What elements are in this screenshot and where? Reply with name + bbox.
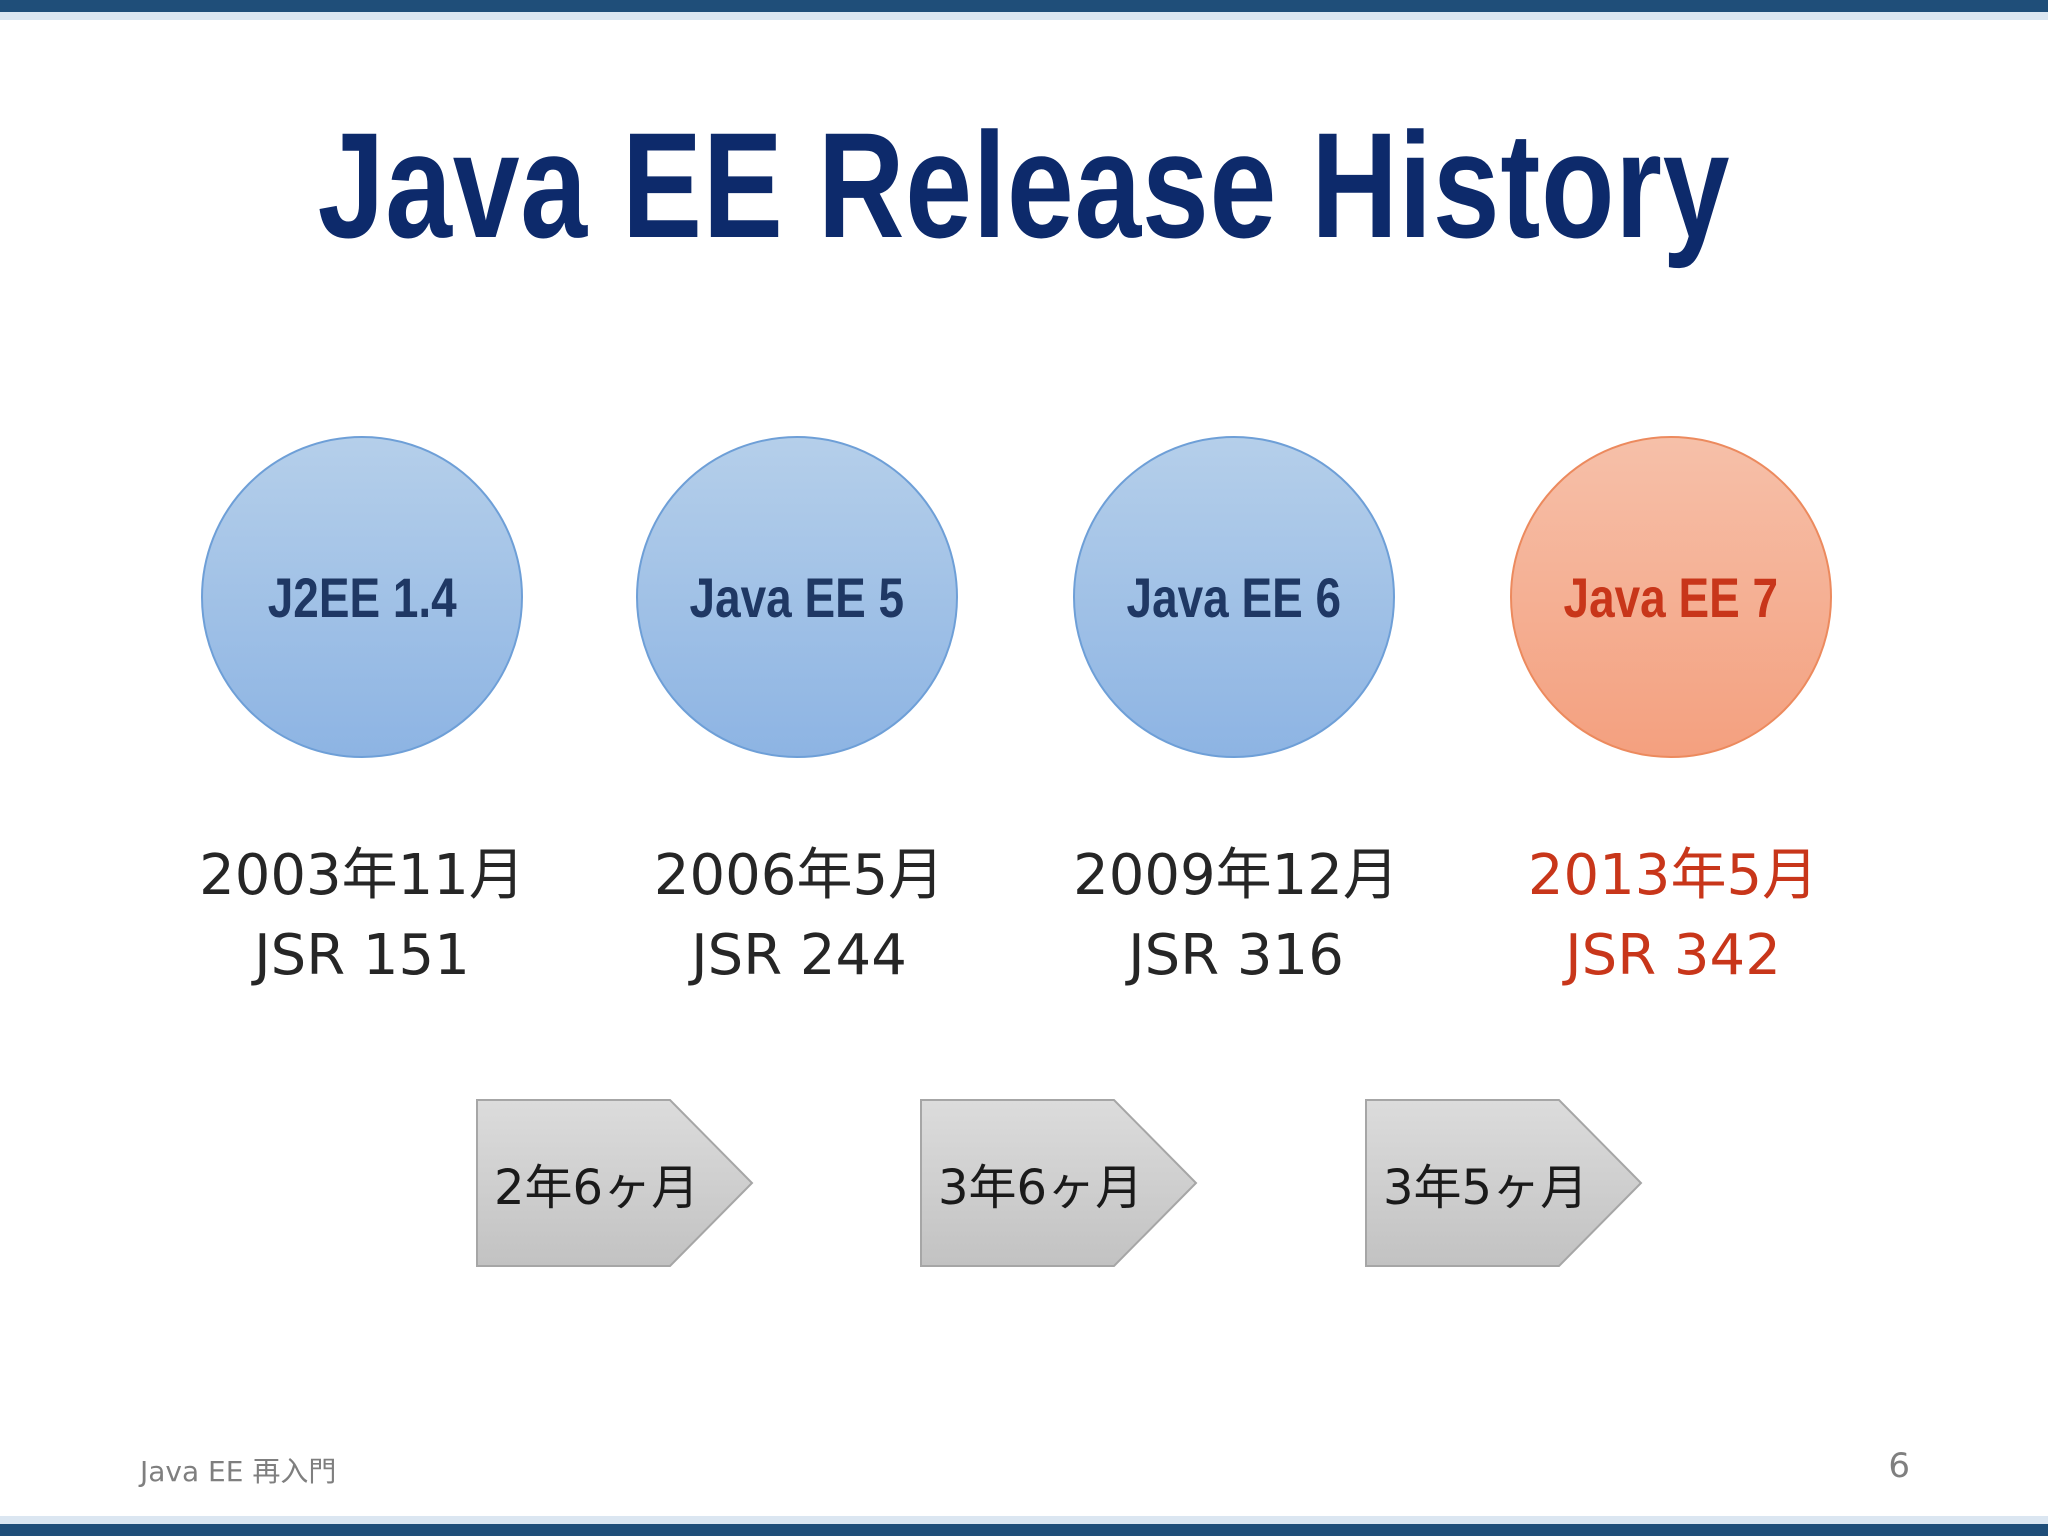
release-jsr: JSR 316 <box>1128 923 1344 988</box>
release-date: 2006年5月 <box>653 843 945 908</box>
release-date: 2013年5月 <box>1527 843 1819 908</box>
release-date: 2009年12月 <box>1073 843 1399 908</box>
slide-title: Java EE Release History <box>317 101 1731 269</box>
release-info-java-ee-7: 2013年5月 JSR 342 <box>1463 836 1883 996</box>
release-circle-j2ee-1-4: J2EE 1.4 <box>201 436 523 758</box>
interval-arrow-2: 3年6ヶ月 <box>920 1099 1200 1267</box>
release-jsr: JSR 342 <box>1565 923 1781 988</box>
interval-arrow-1: 2年6ヶ月 <box>476 1099 756 1267</box>
release-info-java-ee-6: 2009年12月 JSR 316 <box>1026 836 1446 996</box>
bottom-border-bar <box>0 1524 2048 1536</box>
footer-deck-title: Java EE 再入門 <box>140 1455 337 1488</box>
release-name: J2EE 1.4 <box>267 565 457 629</box>
interval-label: 2年6ヶ月 <box>494 1160 700 1216</box>
release-circle-java-ee-6: Java EE 6 <box>1073 436 1395 758</box>
release-info-java-ee-5: 2006年5月 JSR 244 <box>589 836 1009 996</box>
bottom-border-accent <box>0 1516 2048 1524</box>
top-border-bar <box>0 0 2048 12</box>
top-border-accent <box>0 12 2048 20</box>
interval-label: 3年5ヶ月 <box>1383 1160 1589 1216</box>
slide-page-number: 6 <box>1888 1446 1910 1486</box>
release-name: Java EE 5 <box>689 565 905 629</box>
pentagon-arrow-shape <box>920 1099 1198 1267</box>
interval-arrow-3: 3年5ヶ月 <box>1365 1099 1645 1267</box>
release-name: Java EE 6 <box>1126 565 1342 629</box>
interval-label: 3年6ヶ月 <box>938 1160 1144 1216</box>
release-info-j2ee-1-4: 2003年11月 JSR 151 <box>152 836 572 996</box>
release-jsr: JSR 244 <box>691 923 907 988</box>
release-circle-java-ee-5: Java EE 5 <box>636 436 958 758</box>
release-jsr: JSR 151 <box>254 923 470 988</box>
release-circle-java-ee-7: Java EE 7 <box>1510 436 1832 758</box>
pentagon-arrow-shape <box>1365 1099 1643 1267</box>
pentagon-arrow-shape <box>476 1099 754 1267</box>
release-date: 2003年11月 <box>199 843 525 908</box>
release-name: Java EE 7 <box>1563 565 1779 629</box>
